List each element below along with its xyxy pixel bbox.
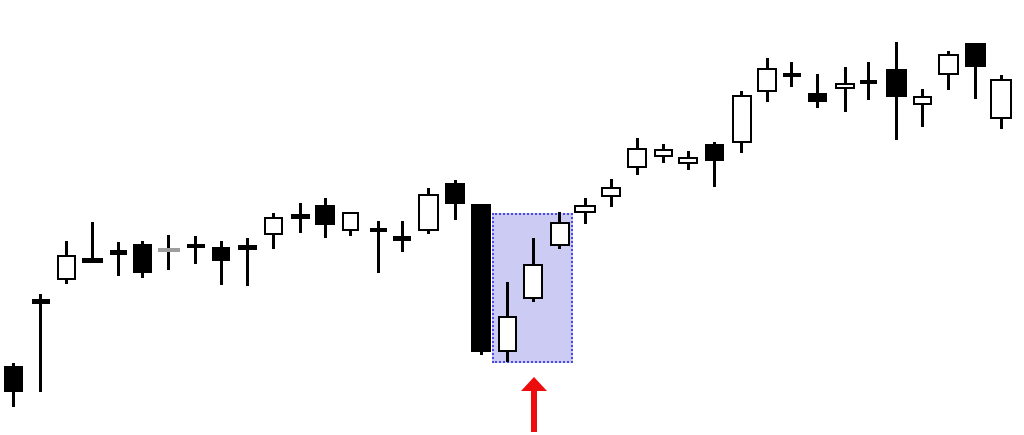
- candle-wick: [39, 294, 42, 392]
- candle-wick: [116, 242, 120, 276]
- candle-body: [860, 80, 877, 84]
- candle-body: [731, 95, 752, 143]
- candle-body: [4, 366, 23, 392]
- candle-body: [835, 83, 855, 89]
- candle-body: [498, 316, 517, 352]
- candle-body: [157, 248, 180, 252]
- candle-body: [782, 73, 801, 77]
- candle-body: [393, 236, 411, 241]
- candle-body: [81, 257, 103, 263]
- candle-body: [445, 183, 465, 204]
- candle-wick: [219, 241, 223, 285]
- candle-body: [601, 186, 621, 197]
- candle-wick: [973, 43, 977, 99]
- candle-body: [237, 244, 257, 250]
- candle-body: [471, 204, 491, 352]
- candle-body: [549, 222, 570, 246]
- candle-wick: [245, 238, 249, 286]
- candle-body: [523, 264, 543, 299]
- candle-body: [132, 244, 152, 273]
- candle-wick: [713, 141, 716, 187]
- candle-wick: [920, 89, 924, 127]
- candle-body: [757, 68, 777, 92]
- candle-body: [109, 250, 127, 255]
- candle-wick: [843, 66, 847, 112]
- candle-wick: [194, 236, 197, 264]
- candle-body: [263, 217, 283, 235]
- candle-body: [808, 93, 827, 102]
- candle-body: [31, 299, 50, 304]
- arrow-shaft: [530, 390, 538, 432]
- candle-wick: [167, 235, 170, 270]
- candle-body: [574, 205, 596, 213]
- candle-wick: [90, 222, 94, 263]
- candle-body: [885, 69, 907, 97]
- candle-wick: [376, 221, 380, 273]
- candle-body: [704, 144, 725, 161]
- candle-body: [418, 194, 439, 231]
- candle-body: [653, 149, 673, 157]
- candle-body: [627, 148, 647, 168]
- candle-body: [315, 205, 335, 225]
- candle-body: [964, 43, 986, 67]
- candle-body: [912, 96, 932, 105]
- candle-body: [369, 228, 387, 232]
- candle-body: [678, 156, 698, 164]
- candle-body: [291, 213, 310, 219]
- candle-body: [212, 247, 230, 261]
- candle-body: [990, 79, 1012, 119]
- arrow-head-icon: [521, 377, 547, 391]
- candle-body: [186, 243, 205, 248]
- candle-body: [938, 54, 959, 75]
- candle-wick: [816, 74, 819, 108]
- candle-body: [341, 211, 359, 231]
- candle-body: [56, 255, 76, 280]
